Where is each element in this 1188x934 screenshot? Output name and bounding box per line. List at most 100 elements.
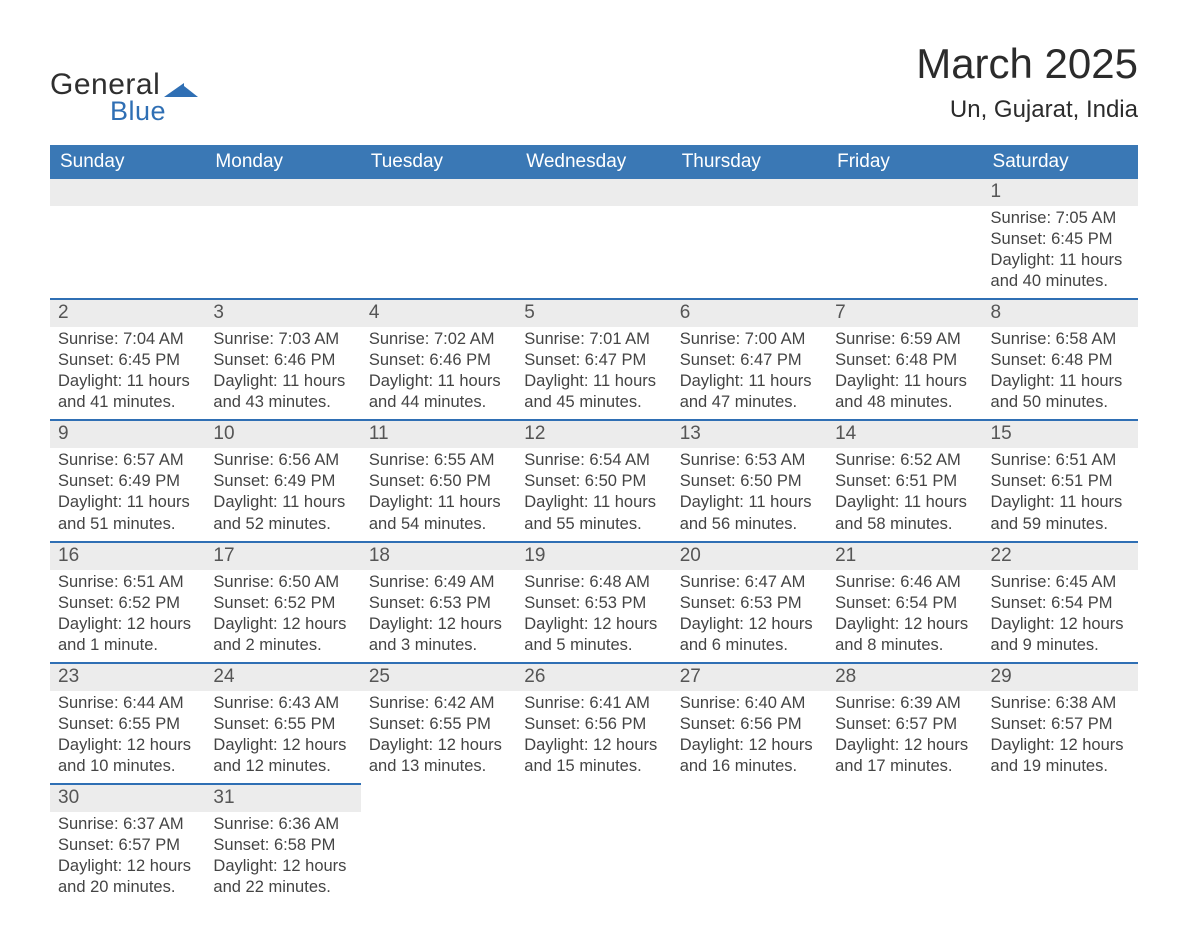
day-info: Sunrise: 6:51 AMSunset: 6:51 PMDaylight:… (983, 448, 1138, 540)
day-number: 13 (672, 421, 827, 448)
week-info-row: Sunrise: 6:51 AMSunset: 6:52 PMDaylight:… (50, 570, 1138, 663)
day-cell: 17 (205, 542, 360, 570)
day-sunrise: Sunrise: 6:45 AM (991, 572, 1130, 593)
title-block: March 2025 Un, Gujarat, India (916, 40, 1138, 124)
day-info-cell: Sunrise: 6:42 AMSunset: 6:55 PMDaylight:… (361, 691, 516, 784)
day-sunset: Sunset: 6:45 PM (991, 229, 1130, 250)
day-sunrise: Sunrise: 6:40 AM (680, 693, 819, 714)
day-sunrise: Sunrise: 6:59 AM (835, 329, 974, 350)
day-cell (983, 784, 1138, 812)
day-info-cell (50, 206, 205, 299)
weekday-header: Tuesday (361, 145, 516, 179)
empty-day (205, 179, 360, 206)
day-sunrise: Sunrise: 6:42 AM (369, 693, 508, 714)
day-daylight2: and 54 minutes. (369, 514, 508, 535)
brand-logo: General Blue (50, 68, 198, 127)
day-info-cell: Sunrise: 7:04 AMSunset: 6:45 PMDaylight:… (50, 327, 205, 420)
day-daylight1: Daylight: 12 hours (213, 856, 352, 877)
day-info: Sunrise: 7:02 AMSunset: 6:46 PMDaylight:… (361, 327, 516, 419)
day-daylight2: and 5 minutes. (524, 635, 663, 656)
day-sunset: Sunset: 6:52 PM (213, 593, 352, 614)
day-sunrise: Sunrise: 6:55 AM (369, 450, 508, 471)
day-sunrise: Sunrise: 6:46 AM (835, 572, 974, 593)
day-daylight1: Daylight: 12 hours (991, 735, 1130, 756)
day-sunrise: Sunrise: 7:02 AM (369, 329, 508, 350)
day-info: Sunrise: 7:00 AMSunset: 6:47 PMDaylight:… (672, 327, 827, 419)
day-sunrise: Sunrise: 7:03 AM (213, 329, 352, 350)
day-daylight2: and 55 minutes. (524, 514, 663, 535)
day-info: Sunrise: 6:52 AMSunset: 6:51 PMDaylight:… (827, 448, 982, 540)
day-cell (361, 179, 516, 206)
day-number: 27 (672, 664, 827, 691)
day-info-cell (516, 206, 671, 299)
day-daylight1: Daylight: 11 hours (991, 492, 1130, 513)
day-daylight1: Daylight: 11 hours (835, 492, 974, 513)
day-sunrise: Sunrise: 6:44 AM (58, 693, 197, 714)
day-sunrise: Sunrise: 6:47 AM (680, 572, 819, 593)
day-cell (672, 179, 827, 206)
calendar-table: Sunday Monday Tuesday Wednesday Thursday… (50, 145, 1138, 904)
day-sunset: Sunset: 6:51 PM (835, 471, 974, 492)
empty-info (983, 812, 1138, 841)
day-sunset: Sunset: 6:45 PM (58, 350, 197, 371)
day-cell: 14 (827, 420, 982, 448)
day-info-cell: Sunrise: 6:36 AMSunset: 6:58 PMDaylight:… (205, 812, 360, 904)
day-sunset: Sunset: 6:56 PM (524, 714, 663, 735)
day-number: 1 (983, 179, 1138, 206)
day-sunset: Sunset: 6:47 PM (680, 350, 819, 371)
day-number: 18 (361, 543, 516, 570)
day-number: 24 (205, 664, 360, 691)
day-info: Sunrise: 7:03 AMSunset: 6:46 PMDaylight:… (205, 327, 360, 419)
day-number: 23 (50, 664, 205, 691)
day-number: 19 (516, 543, 671, 570)
day-cell: 26 (516, 663, 671, 691)
day-cell (516, 784, 671, 812)
day-number: 11 (361, 421, 516, 448)
empty-day (516, 784, 671, 811)
day-info-cell: Sunrise: 6:49 AMSunset: 6:53 PMDaylight:… (361, 570, 516, 663)
day-info: Sunrise: 6:53 AMSunset: 6:50 PMDaylight:… (672, 448, 827, 540)
day-daylight2: and 12 minutes. (213, 756, 352, 777)
day-info: Sunrise: 6:41 AMSunset: 6:56 PMDaylight:… (516, 691, 671, 783)
day-info-cell: Sunrise: 6:50 AMSunset: 6:52 PMDaylight:… (205, 570, 360, 663)
day-sunset: Sunset: 6:46 PM (213, 350, 352, 371)
day-daylight2: and 59 minutes. (991, 514, 1130, 535)
day-daylight1: Daylight: 12 hours (58, 856, 197, 877)
day-sunset: Sunset: 6:50 PM (524, 471, 663, 492)
empty-day (983, 784, 1138, 811)
day-cell: 20 (672, 542, 827, 570)
day-daylight2: and 43 minutes. (213, 392, 352, 413)
day-daylight2: and 45 minutes. (524, 392, 663, 413)
empty-info (516, 812, 671, 841)
empty-day (827, 179, 982, 206)
week-daynum-row: 16171819202122 (50, 542, 1138, 570)
empty-info (50, 206, 205, 235)
day-info-cell (827, 206, 982, 299)
day-daylight2: and 6 minutes. (680, 635, 819, 656)
week-daynum-row: 9101112131415 (50, 420, 1138, 448)
day-cell: 10 (205, 420, 360, 448)
day-info-cell: Sunrise: 6:57 AMSunset: 6:49 PMDaylight:… (50, 448, 205, 541)
day-info-cell: Sunrise: 6:38 AMSunset: 6:57 PMDaylight:… (983, 691, 1138, 784)
empty-info (827, 812, 982, 841)
day-daylight1: Daylight: 11 hours (213, 371, 352, 392)
day-sunset: Sunset: 6:53 PM (524, 593, 663, 614)
day-daylight1: Daylight: 12 hours (835, 614, 974, 635)
day-number: 25 (361, 664, 516, 691)
day-info-cell: Sunrise: 7:02 AMSunset: 6:46 PMDaylight:… (361, 327, 516, 420)
day-info: Sunrise: 7:05 AMSunset: 6:45 PMDaylight:… (983, 206, 1138, 298)
day-info-cell (205, 206, 360, 299)
day-cell (516, 179, 671, 206)
empty-info (672, 812, 827, 841)
day-sunrise: Sunrise: 6:50 AM (213, 572, 352, 593)
day-sunrise: Sunrise: 6:48 AM (524, 572, 663, 593)
day-daylight1: Daylight: 12 hours (58, 735, 197, 756)
empty-info (361, 206, 516, 235)
day-daylight1: Daylight: 11 hours (680, 492, 819, 513)
day-sunset: Sunset: 6:57 PM (835, 714, 974, 735)
day-info-cell (983, 812, 1138, 904)
day-daylight2: and 8 minutes. (835, 635, 974, 656)
day-sunrise: Sunrise: 7:05 AM (991, 208, 1130, 229)
day-daylight1: Daylight: 12 hours (524, 735, 663, 756)
day-number: 10 (205, 421, 360, 448)
